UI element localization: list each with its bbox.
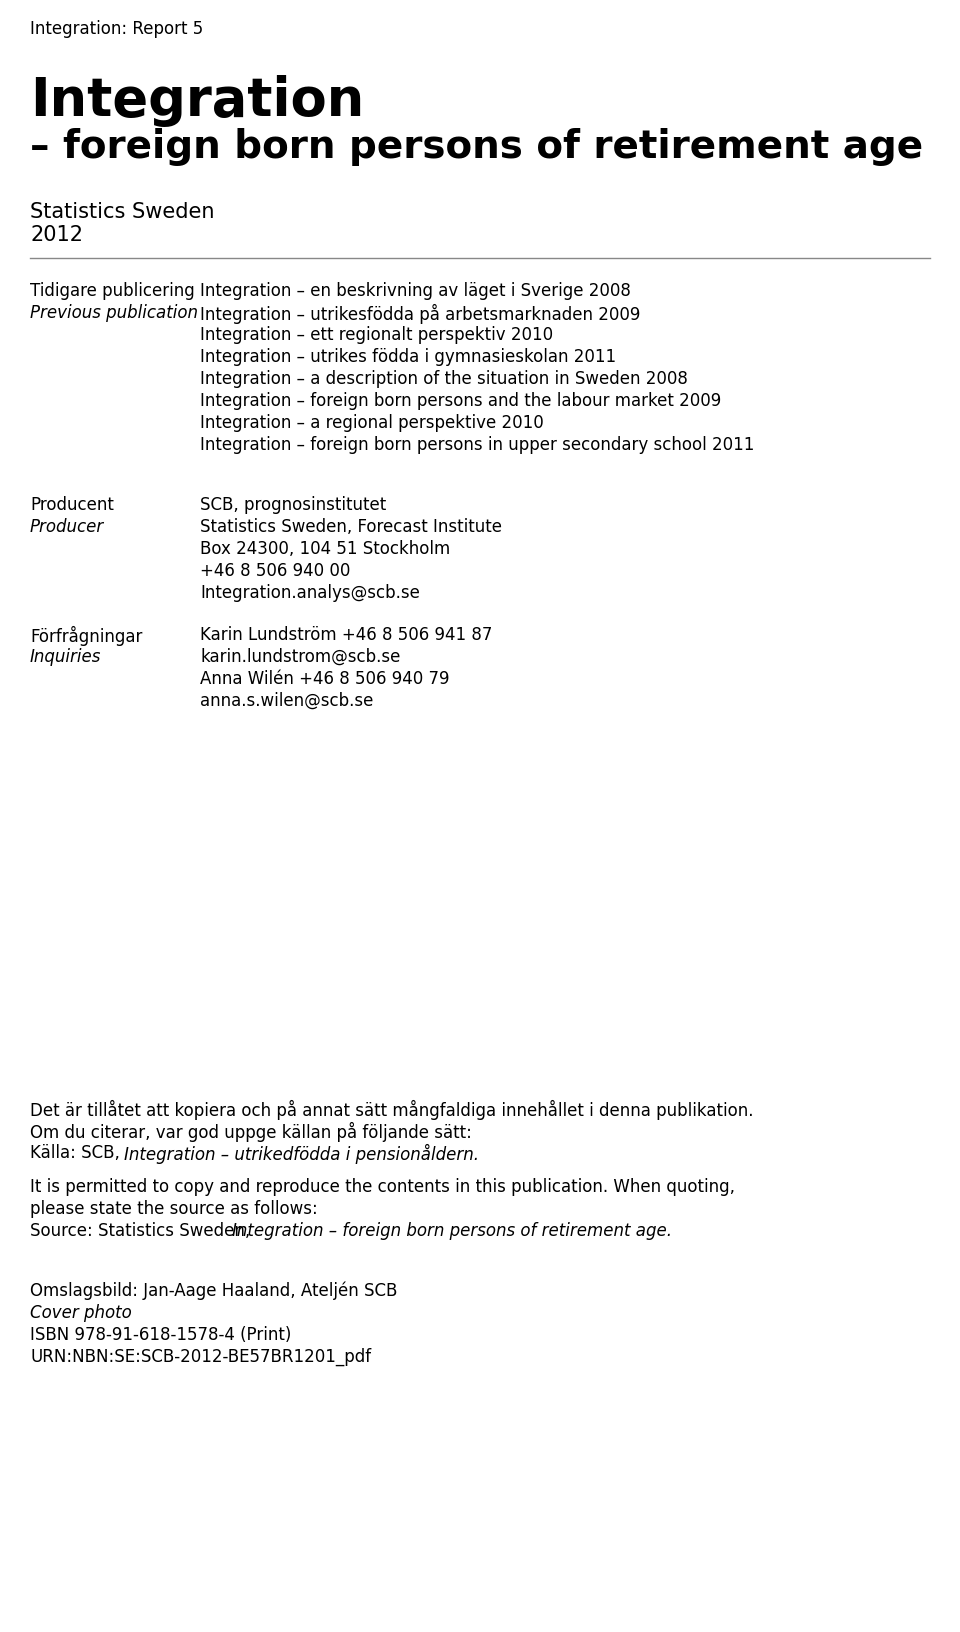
Text: Integration – a description of the situation in Sweden 2008: Integration – a description of the situa… bbox=[200, 370, 688, 388]
Text: Integration – foreign born persons in upper secondary school 2011: Integration – foreign born persons in up… bbox=[200, 436, 755, 454]
Text: Integration – foreign born persons of retirement age.: Integration – foreign born persons of re… bbox=[232, 1222, 672, 1240]
Text: Cover photo: Cover photo bbox=[30, 1304, 132, 1322]
Text: Det är tillåtet att kopiera och på annat sätt mångfaldiga innehållet i denna pub: Det är tillåtet att kopiera och på annat… bbox=[30, 1100, 754, 1120]
Text: ISBN 978-91-618-1578-4 (Print): ISBN 978-91-618-1578-4 (Print) bbox=[30, 1325, 292, 1345]
Text: Integration – a regional perspektive 2010: Integration – a regional perspektive 201… bbox=[200, 415, 543, 432]
Text: Om du citerar, var god uppge källan på följande sätt:: Om du citerar, var god uppge källan på f… bbox=[30, 1123, 472, 1142]
Text: Previous publication: Previous publication bbox=[30, 304, 198, 322]
Text: karin.lundstrom@scb.se: karin.lundstrom@scb.se bbox=[200, 648, 400, 666]
Text: +46 8 506 940 00: +46 8 506 940 00 bbox=[200, 561, 350, 579]
Text: Omslagsbild: Jan-Aage Haaland, Ateljén SCB: Omslagsbild: Jan-Aage Haaland, Ateljén S… bbox=[30, 1283, 397, 1301]
Text: Integration – foreign born persons and the labour market 2009: Integration – foreign born persons and t… bbox=[200, 392, 721, 410]
Text: SCB, prognosinstitutet: SCB, prognosinstitutet bbox=[200, 496, 386, 514]
Text: Source: Statistics Sweden,: Source: Statistics Sweden, bbox=[30, 1222, 255, 1240]
Text: Box 24300, 104 51 Stockholm: Box 24300, 104 51 Stockholm bbox=[200, 540, 450, 558]
Text: please state the source as follows:: please state the source as follows: bbox=[30, 1200, 318, 1217]
Text: anna.s.wilen@scb.se: anna.s.wilen@scb.se bbox=[200, 692, 373, 710]
Text: Integration: Report 5: Integration: Report 5 bbox=[30, 20, 204, 38]
Text: Statistics Sweden: Statistics Sweden bbox=[30, 202, 214, 222]
Text: Anna Wilén +46 8 506 940 79: Anna Wilén +46 8 506 940 79 bbox=[200, 671, 449, 689]
Text: Statistics Sweden, Forecast Institute: Statistics Sweden, Forecast Institute bbox=[200, 517, 502, 535]
Text: Integration – utrikesfödda på arbetsmarknaden 2009: Integration – utrikesfödda på arbetsmark… bbox=[200, 304, 640, 325]
Text: Källa: SCB,: Källa: SCB, bbox=[30, 1144, 125, 1162]
Text: Inquiries: Inquiries bbox=[30, 648, 102, 666]
Text: Integration – ett regionalt perspektiv 2010: Integration – ett regionalt perspektiv 2… bbox=[200, 326, 553, 344]
Text: Integration.analys@scb.se: Integration.analys@scb.se bbox=[200, 584, 420, 602]
Text: URN:NBN:SE:SCB-2012-BE57BR1201_pdf: URN:NBN:SE:SCB-2012-BE57BR1201_pdf bbox=[30, 1348, 372, 1366]
Text: Producer: Producer bbox=[30, 517, 105, 535]
Text: Karin Lundström +46 8 506 941 87: Karin Lundström +46 8 506 941 87 bbox=[200, 627, 492, 645]
Text: Integration – utrikes födda i gymnasieskolan 2011: Integration – utrikes födda i gymnasiesk… bbox=[200, 348, 616, 366]
Text: Tidigare publicering: Tidigare publicering bbox=[30, 282, 195, 300]
Text: – foreign born persons of retirement age: – foreign born persons of retirement age bbox=[30, 127, 924, 166]
Text: Förfrågningar: Förfrågningar bbox=[30, 627, 142, 646]
Text: Integration – utrikedfödda i pensionåldern.: Integration – utrikedfödda i pensionålde… bbox=[124, 1144, 479, 1164]
Text: Integration: Integration bbox=[30, 75, 364, 127]
Text: 2012: 2012 bbox=[30, 225, 83, 245]
Text: It is permitted to copy and reproduce the contents in this publication. When quo: It is permitted to copy and reproduce th… bbox=[30, 1178, 735, 1196]
Text: Integration – en beskrivning av läget i Sverige 2008: Integration – en beskrivning av läget i … bbox=[200, 282, 631, 300]
Text: Producent: Producent bbox=[30, 496, 114, 514]
